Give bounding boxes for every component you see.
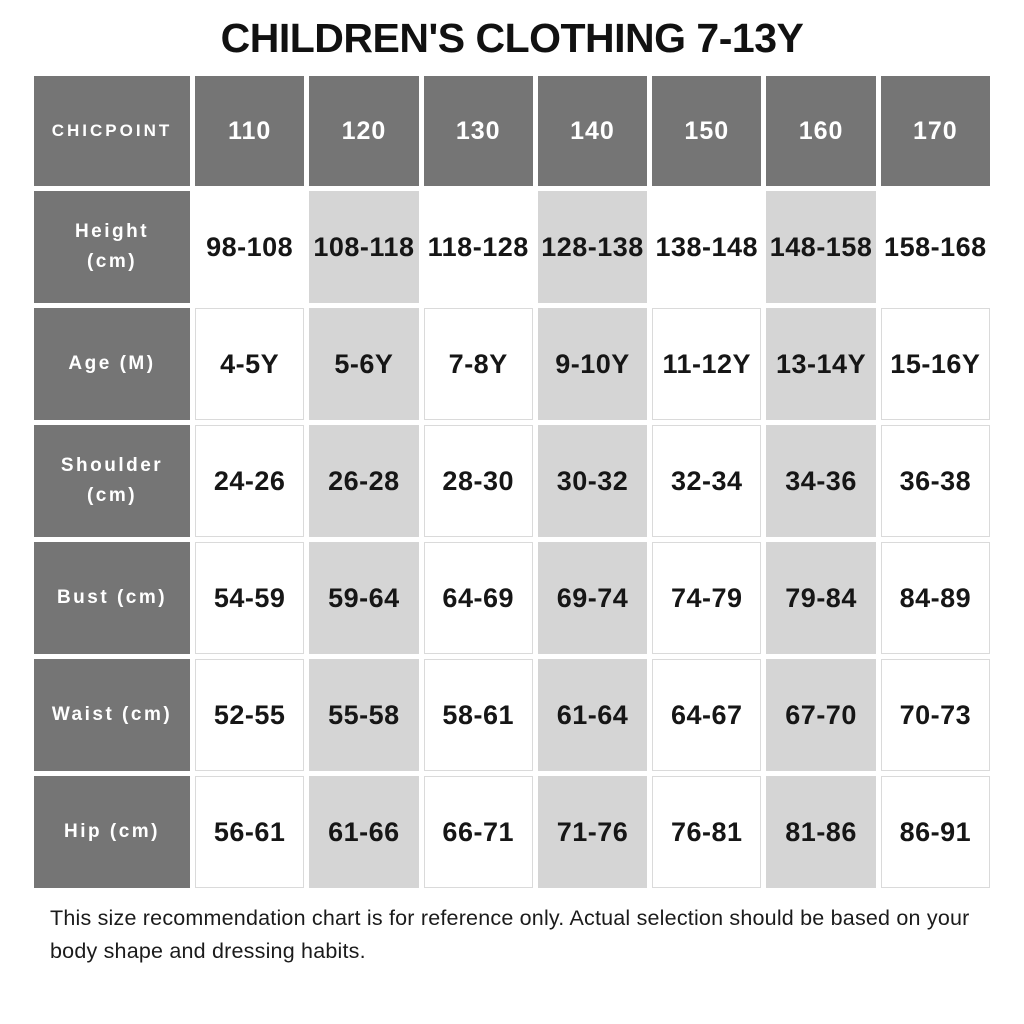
table-cell: 58-61 (423, 659, 533, 772)
size-column-header: 170 (880, 76, 990, 187)
table-cell: 59-64 (309, 542, 419, 655)
row-label: Height (cm) (34, 191, 190, 304)
footnote: This size recommendation chart is for re… (50, 906, 970, 964)
row-label: Age (M) (34, 308, 190, 421)
table-cell: 98-108 (195, 191, 305, 304)
row-label: Hip (cm) (34, 776, 190, 889)
size-column-header: 110 (195, 76, 305, 187)
table-cell: 7-8Y (423, 308, 533, 421)
table-cell: 69-74 (537, 542, 648, 655)
table-cell: 54-59 (195, 542, 305, 655)
table-cell: 84-89 (880, 542, 990, 655)
table-cell: 74-79 (652, 542, 762, 655)
table-cell: 28-30 (423, 425, 533, 538)
table-cell: 64-67 (652, 659, 762, 772)
table-cell: 86-91 (880, 776, 990, 889)
table-cell: 30-32 (537, 425, 648, 538)
size-column-header: 130 (423, 76, 533, 187)
table-cell: 4-5Y (195, 308, 305, 421)
table-cell: 81-86 (766, 776, 876, 889)
table-cell: 79-84 (766, 542, 876, 655)
table-cell: 9-10Y (537, 308, 648, 421)
table-cell: 64-69 (423, 542, 533, 655)
table-cell: 13-14Y (766, 308, 876, 421)
row-label: Bust (cm) (34, 542, 190, 655)
row-label: Shoulder (cm) (34, 425, 190, 538)
table-cell: 67-70 (766, 659, 876, 772)
page-title: CHILDREN'S CLOTHING 7-13Y (220, 15, 804, 61)
size-column-header: 120 (309, 76, 419, 187)
table-cell: 108-118 (309, 191, 419, 304)
table-cell: 32-34 (652, 425, 762, 538)
table-cell: 138-148 (652, 191, 762, 304)
size-table: CHICPOINT 110 120 130 140 150 160 170 Height (cm… (34, 76, 990, 889)
table-cell: 55-58 (309, 659, 419, 772)
table-cell: 61-66 (309, 776, 419, 889)
size-column-header: 150 (652, 76, 762, 187)
table-cell: 36-38 (880, 425, 990, 538)
size-column-header: 140 (537, 76, 648, 187)
size-column-header: 160 (766, 76, 876, 187)
table-cell: 61-64 (537, 659, 648, 772)
table-cell: 158-168 (880, 191, 990, 304)
table-cell: 11-12Y (652, 308, 762, 421)
table-cell: 26-28 (309, 425, 419, 538)
table-cell: 70-73 (880, 659, 990, 772)
table-cell: 24-26 (195, 425, 305, 538)
table-cell: 15-16Y (880, 308, 990, 421)
table-cell: 5-6Y (309, 308, 419, 421)
table-cell: 148-158 (766, 191, 876, 304)
table-cell: 71-76 (537, 776, 648, 889)
table-cell: 52-55 (195, 659, 305, 772)
table-cell: 118-128 (423, 191, 533, 304)
table-cell: 66-71 (423, 776, 533, 889)
table-corner-brand-label: CHICPOINT (34, 76, 190, 187)
table-cell: 56-61 (195, 776, 305, 889)
table-cell: 76-81 (652, 776, 762, 889)
table-cell: 34-36 (766, 425, 876, 538)
table-cell: 128-138 (537, 191, 648, 304)
row-label: Waist (cm) (34, 659, 190, 772)
